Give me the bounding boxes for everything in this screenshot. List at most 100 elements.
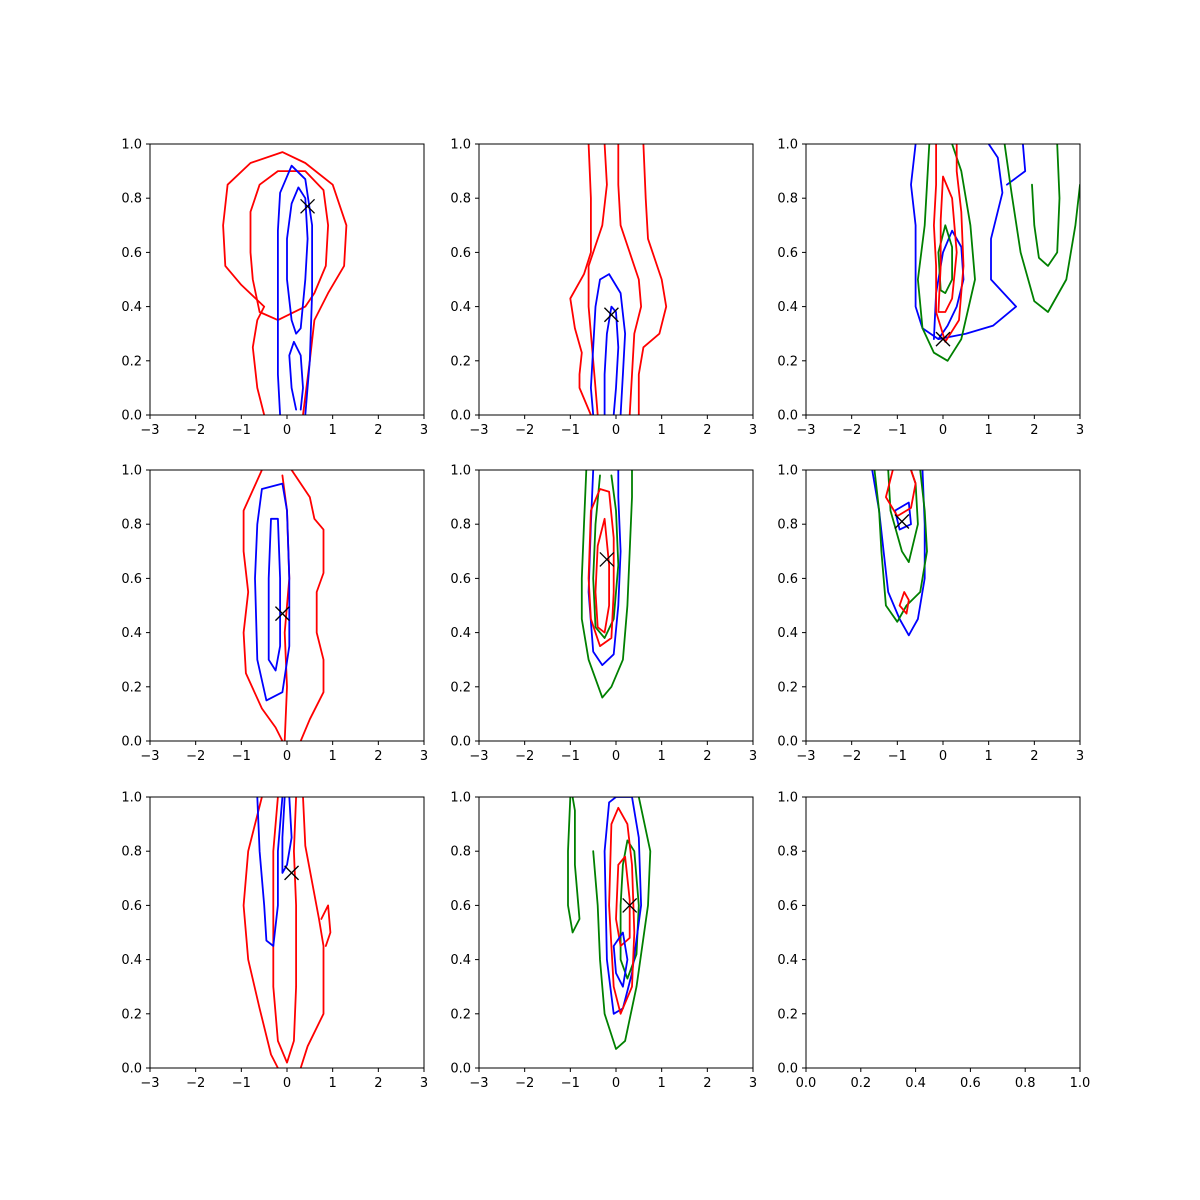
subplot-7: −3 −2 −1 0 1 2 3 0.0 0.2 0.4 0.6 0.8 1.0 xyxy=(121,791,428,1092)
contour-line-red-5 xyxy=(608,806,636,1015)
contour-line-red-2 xyxy=(637,144,668,415)
x-tick-label: 3 xyxy=(1076,749,1084,764)
y-tick-label: 1.0 xyxy=(777,791,798,806)
contour-line-red-2 xyxy=(249,170,330,322)
y-tick-label: 1.0 xyxy=(121,138,142,153)
contour-line-blue-5 xyxy=(590,273,626,415)
y-tick-label: 0.4 xyxy=(450,626,471,641)
contour-lines xyxy=(580,470,633,699)
contour-line-blue-7 xyxy=(612,931,629,988)
x-tick-label: 1 xyxy=(658,1076,666,1091)
y-tick-label: 0.8 xyxy=(450,845,471,860)
x-tick-label: 2 xyxy=(374,423,382,438)
x-tick-label: 3 xyxy=(420,749,428,764)
x-tick-label: 0.2 xyxy=(850,1076,871,1091)
y-tick-label: 0.8 xyxy=(121,192,142,207)
x-tick-label: 0.4 xyxy=(905,1076,926,1091)
x-tick-label: 0 xyxy=(283,1076,291,1091)
x-tick-label: −2 xyxy=(842,423,861,438)
x-tick-label: −1 xyxy=(561,423,580,438)
x-tick-label: 0.6 xyxy=(960,1076,981,1091)
x-tick-label: 1 xyxy=(658,749,666,764)
contour-line-blue-1 xyxy=(910,144,1017,341)
y-tick-label: 1.0 xyxy=(777,464,798,479)
x-tick-label: 2 xyxy=(374,1076,382,1091)
marker-x xyxy=(622,897,638,913)
x-tick-label: 1 xyxy=(329,749,337,764)
x-tick-label: −3 xyxy=(140,423,159,438)
y-tick-label: 0.6 xyxy=(450,899,471,914)
marker-x xyxy=(603,307,619,323)
y-tick-label: 0.0 xyxy=(121,409,142,424)
y-tick-label: 0.0 xyxy=(121,1062,142,1077)
contour-line-blue-5 xyxy=(288,340,304,411)
x-tick-label: 0 xyxy=(612,1076,620,1091)
y-tick-label: 0.8 xyxy=(450,518,471,533)
y-tick-label: 0.4 xyxy=(777,626,798,641)
x-tick-label: −1 xyxy=(888,423,907,438)
contour-line-red-1 xyxy=(242,470,284,741)
contour-line-red-5 xyxy=(885,470,917,517)
y-tick-label: 0.0 xyxy=(450,1062,471,1077)
y-tick-label: 1.0 xyxy=(121,464,142,479)
y-tick-label: 0.2 xyxy=(121,354,142,369)
contour-line-blue-2 xyxy=(933,229,965,341)
contour-line-blue-5 xyxy=(267,517,282,672)
y-tick-label: 0.8 xyxy=(777,518,798,533)
y-tick-label: 0.0 xyxy=(777,735,798,750)
contour-lines xyxy=(910,144,1080,362)
x-tick-label: −2 xyxy=(186,1076,205,1091)
contour-line-green-2 xyxy=(567,797,581,934)
y-tick-label: 1.0 xyxy=(450,464,471,479)
y-tick-label: 0.2 xyxy=(450,680,471,695)
y-tick-label: 0.0 xyxy=(121,735,142,750)
subplot-9: 0.0 0.2 0.4 0.6 0.8 1.0 0.0 0.2 0.4 0.6 0.8 1.0 xyxy=(777,791,1090,1092)
x-tick-label: −1 xyxy=(561,749,580,764)
contour-line-blue-6 xyxy=(603,305,620,415)
contour-line-blue-4 xyxy=(254,482,291,702)
contour-line-red-4 xyxy=(587,488,615,647)
y-tick-label: 0.8 xyxy=(121,518,142,533)
x-tick-label: −1 xyxy=(232,1076,251,1091)
axes-frame xyxy=(805,469,1081,742)
y-tick-label: 0.2 xyxy=(777,680,798,695)
contour-line-green-7 xyxy=(1031,144,1061,267)
marker-x xyxy=(894,514,910,529)
y-tick-label: 0.6 xyxy=(777,899,798,914)
subplot-2: −3 −2 −1 0 1 2 3 0.0 0.2 0.4 0.6 0.8 1.0 xyxy=(450,138,757,439)
contour-line-red-2 xyxy=(299,797,325,1068)
x-tick-label: 1.0 xyxy=(1070,1076,1091,1091)
contour-line-red-4 xyxy=(320,904,332,947)
contour-lines xyxy=(222,151,348,415)
x-tick-label: 1 xyxy=(329,1076,337,1091)
x-tick-label: 0 xyxy=(283,423,291,438)
contour-line-green-1 xyxy=(592,797,652,1050)
subplot-6: −3 −2 −1 0 1 2 3 0.0 0.2 0.4 0.6 0.8 1.0 xyxy=(777,464,1084,765)
contour-line-red-5 xyxy=(594,517,610,634)
x-tick-label: 0 xyxy=(612,749,620,764)
contour-line-red-4 xyxy=(617,144,642,415)
x-tick-label: 0 xyxy=(283,749,291,764)
contour-line-blue-3 xyxy=(276,164,314,415)
contour-line-red-1 xyxy=(222,151,348,415)
x-tick-label: 0 xyxy=(612,423,620,438)
subplot-1: −3 −2 −1 0 1 2 3 0.0 0.2 0.4 0.6 0.8 1.0 xyxy=(121,138,428,439)
y-tick-label: 0.6 xyxy=(121,246,142,261)
y-tick-label: 0.4 xyxy=(777,953,798,968)
y-tick-label: 0.0 xyxy=(450,735,471,750)
x-tick-label: 0.0 xyxy=(796,1076,817,1091)
contour-line-red-2 xyxy=(290,470,325,741)
x-tick-label: −3 xyxy=(140,1076,159,1091)
y-tick-label: 0.4 xyxy=(121,626,142,641)
y-tick-label: 0.2 xyxy=(777,1007,798,1022)
y-tick-label: 0.4 xyxy=(450,953,471,968)
y-tick-label: 0.6 xyxy=(450,572,471,587)
marker-x xyxy=(274,606,290,622)
x-tick-label: −3 xyxy=(469,1076,488,1091)
axes-frame xyxy=(478,796,754,1069)
axes-frame xyxy=(805,796,1081,1069)
y-tick-label: 0.4 xyxy=(121,953,142,968)
x-tick-label: 2 xyxy=(703,749,711,764)
x-tick-label: −1 xyxy=(232,423,251,438)
